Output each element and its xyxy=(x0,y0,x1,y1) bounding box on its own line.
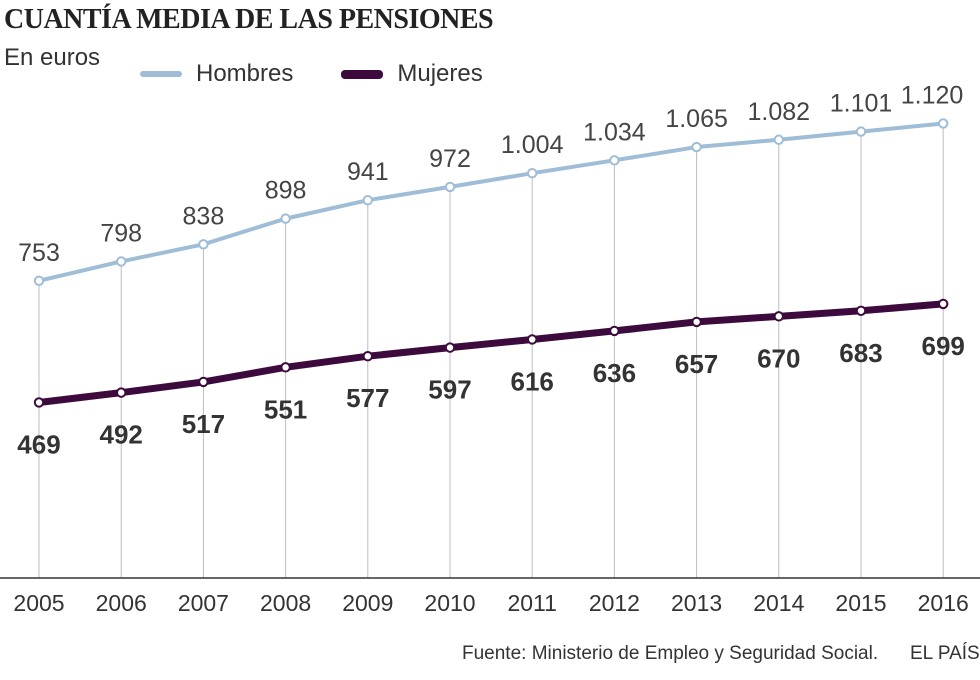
chart-subtitle: En euros xyxy=(4,44,101,71)
x-tick-label-2011: 2011 xyxy=(507,590,556,616)
point-hombres-2009 xyxy=(362,194,373,206)
series-line-hombres xyxy=(37,121,946,283)
series-line-mujeres xyxy=(35,300,947,406)
point-hombres-2016 xyxy=(938,118,949,129)
point-hombres-2015 xyxy=(855,126,867,137)
data-label-hombres-2006: 798 xyxy=(100,219,142,247)
point-mujeres-2007 xyxy=(198,376,209,388)
data-label-mujeres-2005: 469 xyxy=(17,429,60,459)
x-tick-label-2006: 2006 xyxy=(96,590,147,616)
legend-item-mujeres: Mujeres xyxy=(341,60,483,88)
data-label-hombres-2010: 972 xyxy=(429,145,471,173)
x-tick-label-2005: 2005 xyxy=(13,590,64,616)
point-hombres-2012 xyxy=(609,155,620,166)
data-label-mujeres-2015: 683 xyxy=(839,338,882,368)
point-hombres-2014 xyxy=(773,134,784,145)
source-note: Fuente: Ministerio de Empleo y Seguridad… xyxy=(462,643,879,664)
legend-swatch-hombres xyxy=(140,71,182,77)
data-label-mujeres-2013: 657 xyxy=(675,349,718,379)
legend-label-mujeres: Mujeres xyxy=(397,60,483,87)
data-label-hombres-2015: 1.101 xyxy=(830,90,893,118)
point-hombres-2006 xyxy=(116,256,127,267)
point-mujeres-2016 xyxy=(938,298,949,310)
chart-title: CUANTÍA MEDIA DE LAS PENSIONES xyxy=(4,4,494,35)
x-tick-label-2012: 2012 xyxy=(589,590,640,616)
x-tick-label-2015: 2015 xyxy=(835,590,886,616)
point-hombres-2005 xyxy=(33,275,45,286)
x-tick-label-2007: 2007 xyxy=(178,590,229,616)
data-label-mujeres-2007: 517 xyxy=(182,409,225,439)
x-tick-label-2016: 2016 xyxy=(918,590,969,616)
x-tick-label-2009: 2009 xyxy=(342,590,393,616)
data-label-mujeres-2006: 492 xyxy=(100,420,143,450)
x-tick-label-2008: 2008 xyxy=(260,590,311,616)
chart-legend: Hombres Mujeres xyxy=(140,60,531,88)
data-label-mujeres-2010: 597 xyxy=(428,375,471,405)
legend-swatch-mujeres xyxy=(341,69,384,79)
point-mujeres-2005 xyxy=(33,397,45,408)
data-label-hombres-2012: 1.034 xyxy=(583,118,646,146)
data-label-hombres-2014: 1.082 xyxy=(748,98,811,126)
point-mujeres-2010 xyxy=(444,342,456,353)
data-label-hombres-2013: 1.065 xyxy=(665,105,728,133)
point-mujeres-2011 xyxy=(527,334,538,345)
data-label-hombres-2016: 1.120 xyxy=(901,81,964,109)
data-label-hombres-2007: 838 xyxy=(183,202,225,230)
point-hombres-2011 xyxy=(527,167,538,179)
data-label-hombres-2005: 753 xyxy=(18,239,60,267)
point-hombres-2008 xyxy=(280,213,291,224)
point-hombres-2007 xyxy=(198,239,209,250)
x-tick-label-2014: 2014 xyxy=(753,590,804,616)
data-label-mujeres-2009: 577 xyxy=(346,383,389,413)
point-mujeres-2012 xyxy=(609,325,620,337)
data-label-mujeres-2016: 699 xyxy=(922,331,965,361)
data-label-hombres-2008: 898 xyxy=(265,177,307,205)
point-mujeres-2015 xyxy=(855,305,867,316)
point-mujeres-2013 xyxy=(691,316,702,328)
legend-item-hombres: Hombres xyxy=(140,60,293,88)
x-tick-label-2010: 2010 xyxy=(424,590,475,616)
point-mujeres-2008 xyxy=(280,362,291,373)
point-mujeres-2009 xyxy=(362,350,373,362)
data-label-mujeres-2011: 616 xyxy=(511,366,554,396)
point-hombres-2010 xyxy=(444,181,456,193)
data-label-hombres-2011: 1.004 xyxy=(501,131,564,159)
data-label-mujeres-2014: 670 xyxy=(757,343,800,373)
brand-logo: EL PAÍS xyxy=(910,643,980,664)
point-mujeres-2014 xyxy=(773,311,784,322)
point-mujeres-2006 xyxy=(116,387,127,398)
legend-label-hombres: Hombres xyxy=(196,60,294,87)
data-label-mujeres-2012: 636 xyxy=(593,358,636,388)
data-label-hombres-2009: 941 xyxy=(347,158,389,186)
data-label-mujeres-2008: 551 xyxy=(264,394,307,424)
point-hombres-2013 xyxy=(691,141,702,153)
x-tick-label-2013: 2013 xyxy=(671,590,722,616)
